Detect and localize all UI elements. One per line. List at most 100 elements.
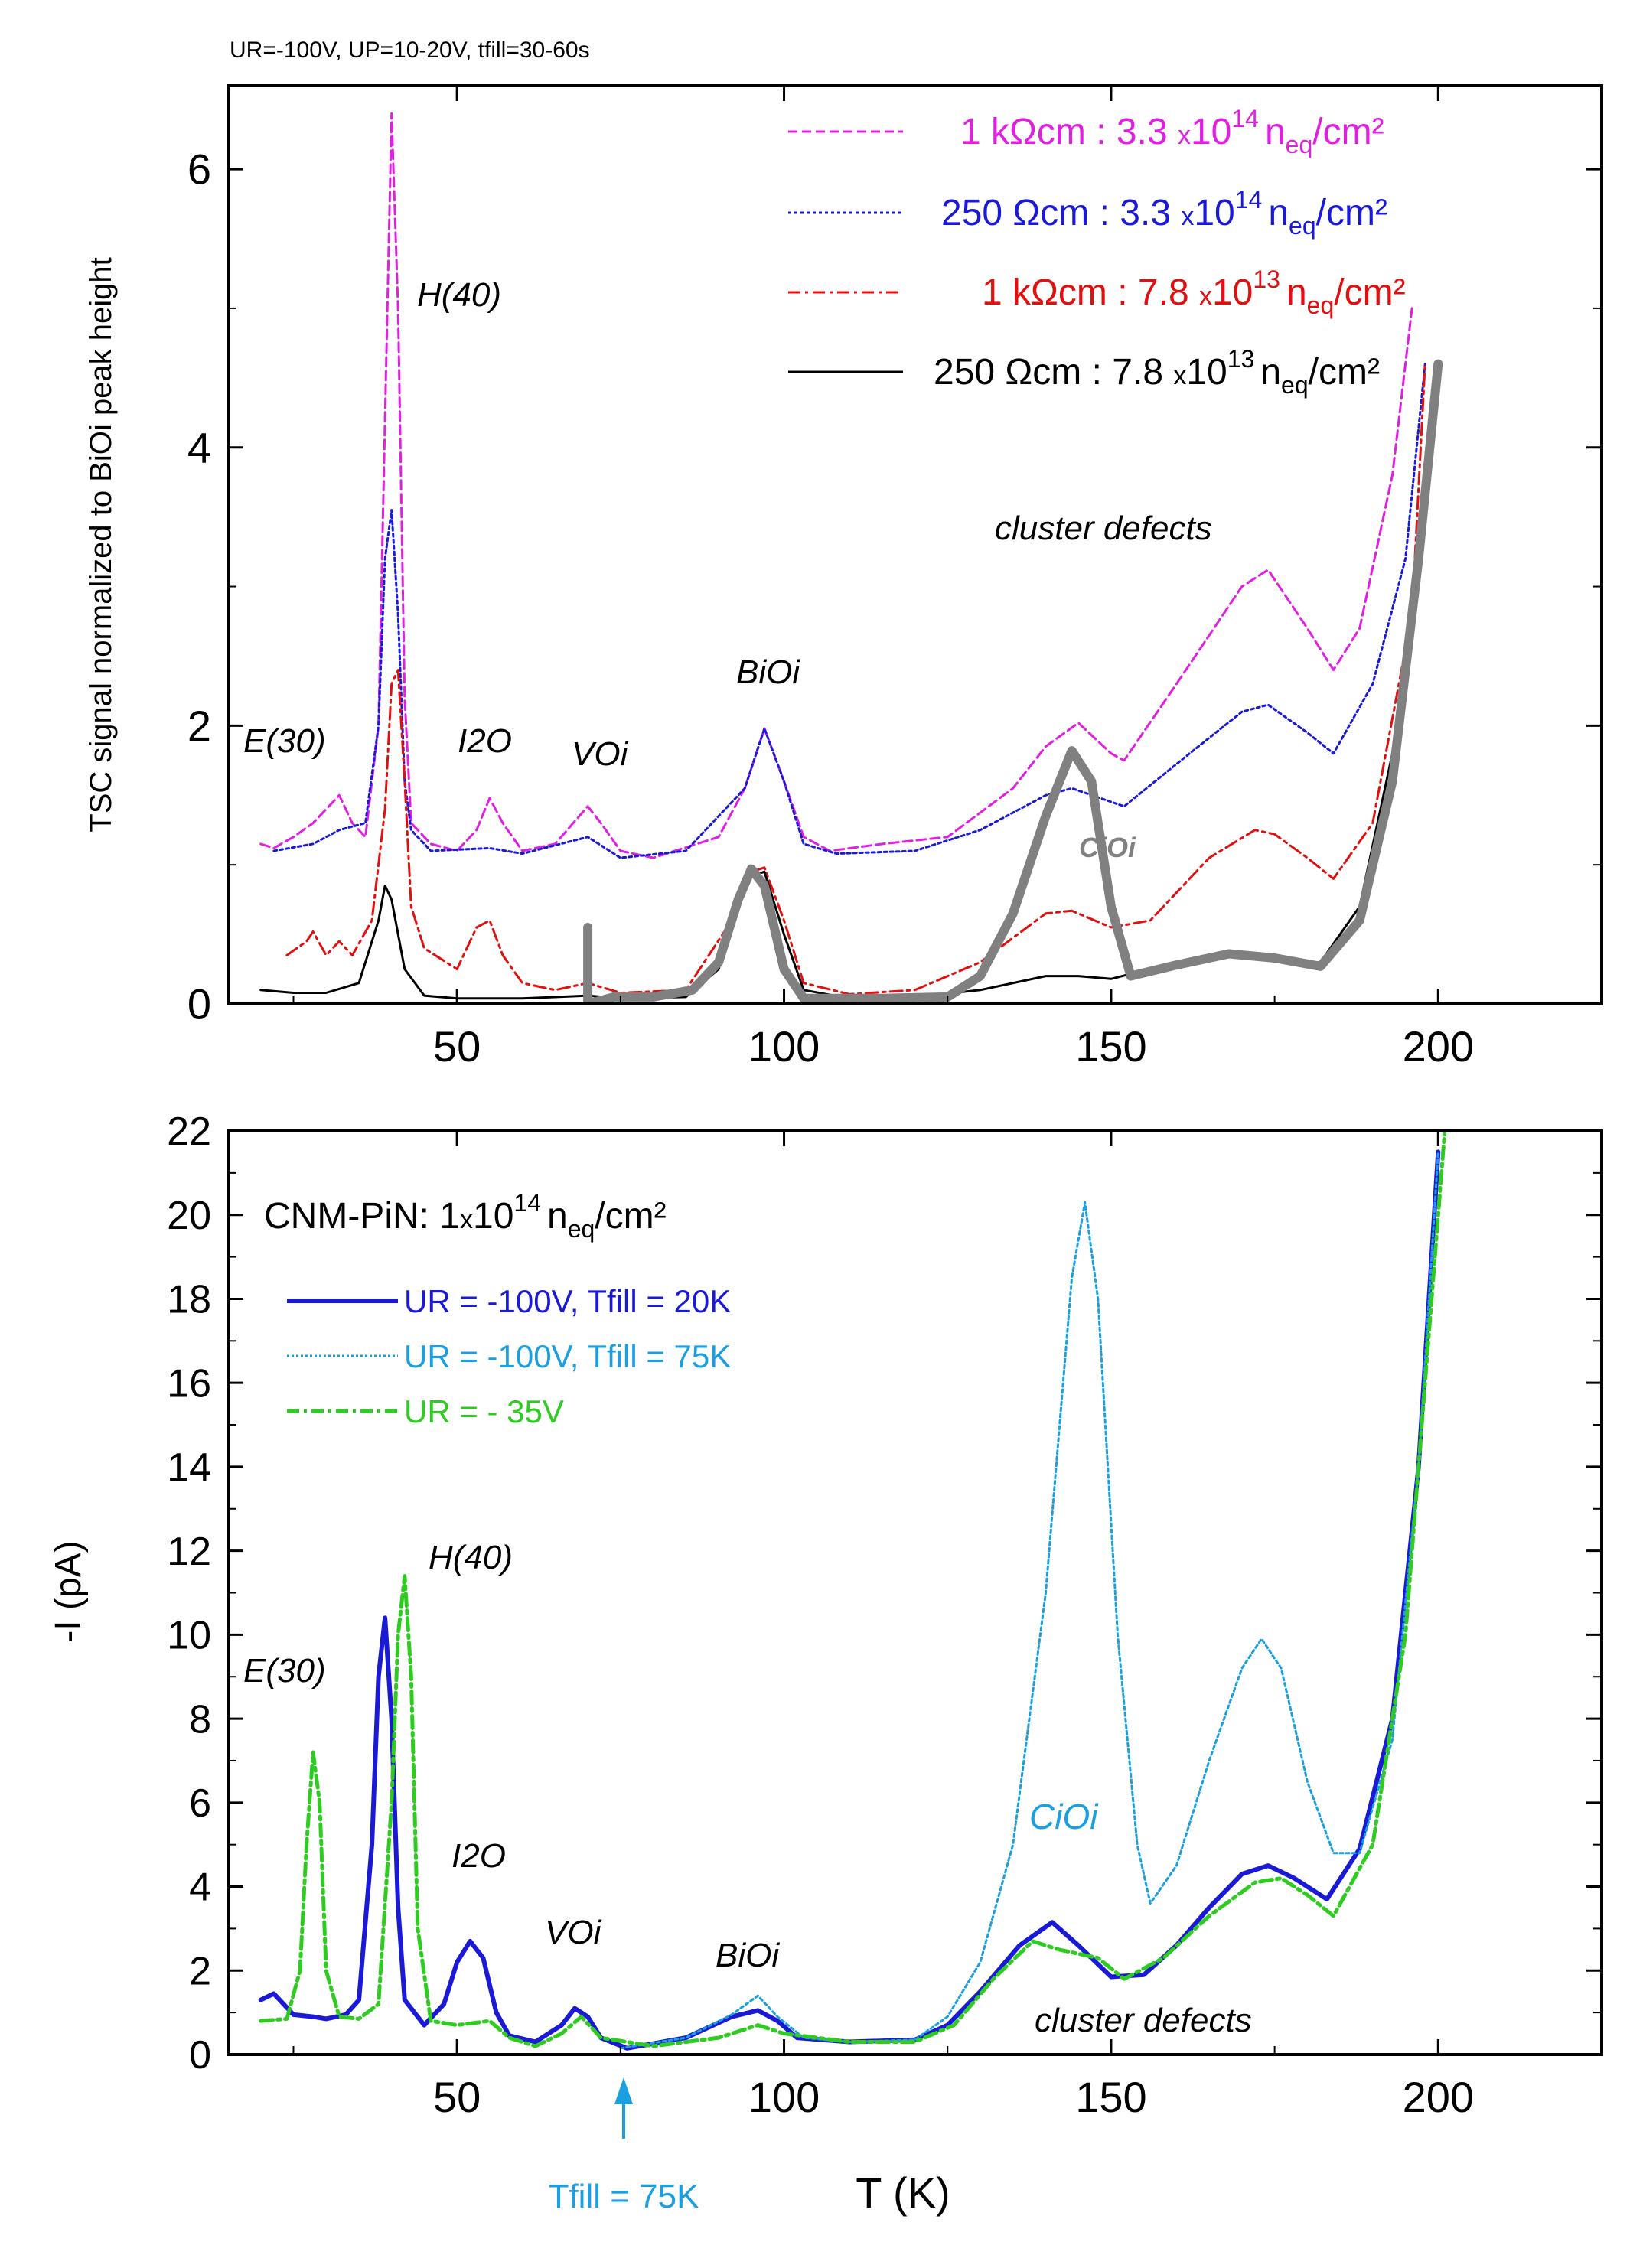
bottom-y-axis: 0 2 4 6 8 10 12 14 16 18 20 22 [167, 1110, 1602, 2077]
legend-x: x [1199, 282, 1212, 311]
x-tick-label: 150 [1075, 1022, 1146, 1070]
legend-unit: /cm² [1316, 193, 1387, 233]
bottom-series-group [258, 1131, 1447, 2051]
bottom-label-cluster-defects: cluster defects [1035, 2002, 1252, 2039]
legend-label-tfill-20k: UR = -100V, Tfill = 20K [404, 1283, 731, 1319]
legend-label-tfill-75k: UR = -100V, Tfill = 75K [404, 1338, 731, 1374]
bottom-legend: UR = -100V, Tfill = 20K UR = -100V, Tfil… [287, 1283, 731, 1429]
top-label-cluster-defects: cluster defects [995, 510, 1212, 547]
legend-n: n [1260, 352, 1281, 393]
title-prefix: CNM-PiN: 1 [264, 1196, 460, 1237]
bottom-series-1 [619, 1150, 1439, 2050]
tfill-arrow-head [614, 2077, 633, 2104]
legend-item-250ohm-7-8e13: 250 Ωcm : 7.8 x1013 neq/cm² [788, 345, 1380, 399]
y-tick-label: 22 [167, 1110, 211, 1154]
bottom-series-2 [259, 1131, 1447, 2048]
legend-label-blue: 250 Ωcm : 3.3 x1014 neq/cm² [941, 186, 1387, 240]
legend-x: x [1181, 202, 1194, 231]
legend-label-red: 1 kΩcm : 7.8 x1013 neq/cm² [982, 266, 1406, 319]
top-x-axis: 50 100 150 200 [292, 86, 1474, 1070]
legend-exp: 14 [1231, 105, 1259, 132]
title-n: n [547, 1196, 568, 1237]
legend-base: 10 [1191, 112, 1231, 152]
legend-sub: eq [1281, 371, 1309, 399]
top-y-axis: 0 2 4 6 [187, 145, 1602, 1028]
legend-item-1kohm-3-3e14: 1 kΩcm : 3.3 x1014 neq/cm² [788, 105, 1384, 158]
top-series-4 [583, 359, 1443, 1004]
legend-exp: 13 [1227, 345, 1255, 373]
top-label-bioi: BiOi [736, 653, 800, 691]
top-label-h40: H(40) [417, 276, 501, 314]
legend-unit: /cm² [1334, 272, 1405, 313]
y-tick-label: 12 [167, 1530, 211, 1574]
title-exp: 14 [513, 1189, 541, 1217]
legend-n: n [1286, 272, 1307, 313]
title-x: x [460, 1205, 473, 1234]
top-series-1 [272, 363, 1426, 859]
bottom-label-voi: VOi [545, 1914, 602, 1951]
top-y-axis-label: TSC signal normalized to BiOi peak heigh… [84, 257, 118, 832]
x-tick-label: 50 [433, 2073, 481, 2121]
y-tick-label: 8 [189, 1697, 211, 1742]
legend-x: x [1178, 121, 1191, 150]
y-tick-label: 4 [189, 1866, 211, 1910]
top-panel: 0 2 4 6 50 100 150 200 TSC signal normalized t… [84, 84, 1603, 1070]
title-sub: eq [568, 1215, 595, 1243]
top-series-group [259, 112, 1443, 1004]
legend-unit: /cm² [1309, 352, 1380, 393]
top-series-0 [259, 112, 1413, 859]
legend-item-1kohm-7-8e13: 1 kΩcm : 7.8 x1013 neq/cm² [788, 266, 1406, 319]
y-tick-label: 10 [167, 1614, 211, 1658]
bottom-label-cioi: CiOi [1029, 1797, 1099, 1836]
x-tick-label: 50 [433, 1022, 481, 1070]
bottom-label-h40: H(40) [429, 1539, 513, 1576]
legend-item-250ohm-3-3e14: 250 Ωcm : 3.3 x1014 neq/cm² [788, 186, 1387, 240]
title-unit: /cm² [595, 1196, 666, 1237]
legend-exp: 13 [1253, 266, 1280, 293]
legend-sub: eq [1289, 212, 1316, 240]
top-label-e30: E(30) [243, 722, 326, 760]
x-tick-label: 150 [1075, 2073, 1146, 2121]
legend-n: n [1268, 193, 1289, 233]
y-tick-label: 4 [187, 423, 211, 471]
title-base: 10 [473, 1196, 513, 1237]
bottom-label-e30: E(30) [243, 1652, 326, 1690]
top-label-cioi: CiOi [1079, 832, 1136, 863]
top-label-i2o: I2O [458, 722, 512, 760]
bottom-label-i2o: I2O [451, 1837, 506, 1875]
legend-base: 10 [1212, 272, 1253, 313]
legend-prefix: 250 Ωcm : 3.3 [941, 193, 1181, 233]
legend-label-black: 250 Ωcm : 7.8 x1013 neq/cm² [934, 345, 1380, 399]
legend-label-ur-35v: UR = - 35V [404, 1393, 564, 1429]
bottom-y-axis-label: -I (pA) [48, 1540, 89, 1642]
bottom-panel-title: CNM-PiN: 1x1014 neq/cm² [264, 1189, 667, 1243]
bottom-plot-frame [227, 1129, 1603, 2056]
legend-label-magenta: 1 kΩcm : 3.3 x1014 neq/cm² [960, 105, 1384, 158]
tfill-arrow-label: Tfill = 75K [549, 2178, 699, 2215]
bottom-x-axis: 50 100 150 200 [292, 1131, 1474, 2121]
legend-prefix: 1 kΩcm : 3.3 [960, 112, 1178, 152]
y-tick-label: 6 [187, 145, 211, 194]
legend-prefix: 250 Ωcm : 7.8 [934, 352, 1173, 393]
legend-n: n [1265, 112, 1286, 152]
x-tick-label: 200 [1403, 2073, 1474, 2121]
bottom-label-bioi: BiOi [716, 1937, 780, 1974]
top-legend: 1 kΩcm : 3.3 x1014 neq/cm² 250 Ωcm : 3.3 … [788, 105, 1406, 399]
legend-unit: /cm² [1312, 112, 1384, 152]
y-tick-label: 18 [167, 1278, 211, 1322]
tfill-arrow: Tfill = 75K [549, 2077, 699, 2215]
x-axis-label: T (K) [856, 2169, 950, 2217]
x-tick-label: 100 [748, 2073, 820, 2121]
legend-x: x [1173, 361, 1186, 390]
legend-sub: eq [1286, 131, 1313, 158]
header-note: UR=-100V, UP=10-20V, tfill=30-60s [230, 37, 590, 63]
y-tick-label: 0 [189, 2033, 211, 2077]
top-series-3 [259, 363, 1439, 1000]
x-tick-label: 200 [1403, 1022, 1474, 1070]
y-tick-label: 6 [189, 1781, 211, 1826]
legend-prefix: 1 kΩcm : 7.8 [982, 272, 1199, 313]
y-tick-label: 14 [167, 1445, 211, 1490]
bottom-series-0 [258, 1149, 1441, 2051]
